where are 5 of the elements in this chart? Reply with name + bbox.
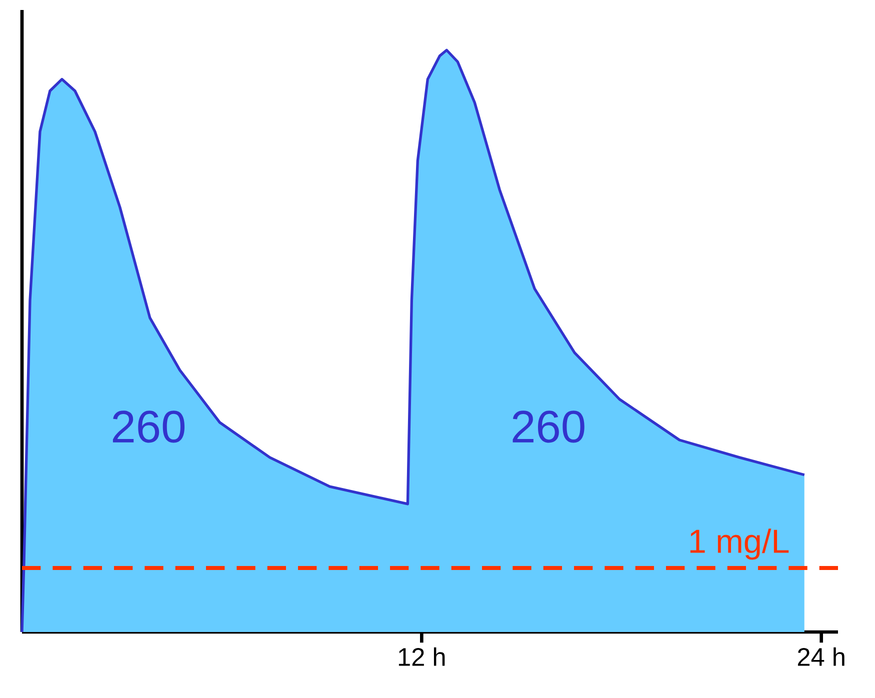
x-tick-label: 24 h <box>798 647 844 666</box>
x-tick-label: 12 h <box>398 647 445 666</box>
annotation: 260 <box>112 410 185 443</box>
ref-line-label: 1 mg/L <box>690 528 789 560</box>
annotation: 260 <box>512 410 584 443</box>
